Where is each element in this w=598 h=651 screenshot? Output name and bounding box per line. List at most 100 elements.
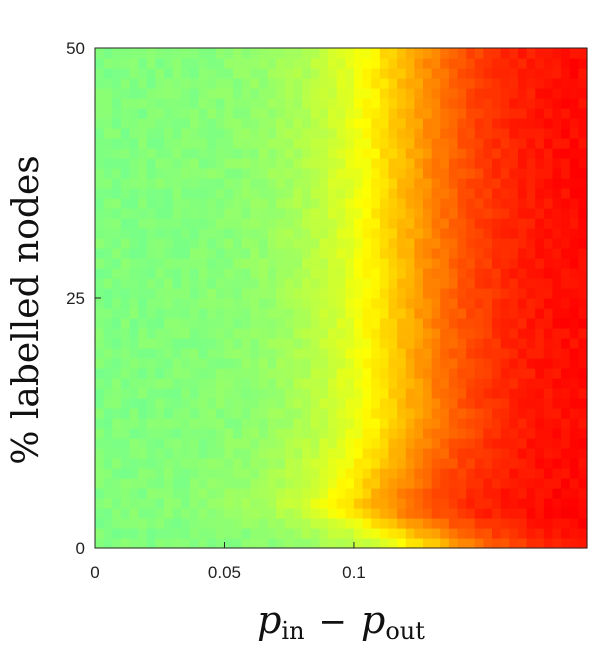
heatmap-cell: [388, 418, 398, 429]
heatmap-cell: [492, 118, 502, 129]
heatmap-cell: [509, 388, 519, 399]
heatmap-cell: [517, 278, 528, 289]
heatmap-cell: [241, 208, 251, 219]
heatmap-cell: [276, 388, 286, 399]
heatmap-cell: [120, 448, 131, 459]
heatmap-cell: [578, 358, 588, 369]
heatmap-cell: [112, 238, 122, 249]
heatmap-cell: [259, 168, 269, 179]
heatmap-cell: [129, 138, 139, 149]
heatmap-cell: [345, 518, 355, 529]
heatmap-cell: [207, 468, 217, 479]
heatmap-cell: [224, 58, 234, 69]
heatmap-cell: [371, 68, 381, 79]
heatmap-cell: [146, 198, 157, 209]
heatmap-cell: [362, 298, 372, 309]
heatmap-cell: [492, 228, 502, 239]
heatmap-cell: [276, 298, 286, 309]
heatmap-cell: [293, 168, 303, 179]
heatmap-cell: [535, 58, 545, 69]
heatmap-cell: [552, 528, 562, 539]
heatmap-cell: [181, 368, 191, 379]
heatmap-cell: [250, 148, 260, 159]
heatmap-cell: [569, 58, 579, 69]
heatmap-cell: [466, 268, 476, 279]
heatmap-cell: [362, 168, 372, 179]
heatmap-cell: [259, 368, 269, 379]
heatmap-cell: [189, 108, 200, 119]
heatmap-cell: [535, 478, 545, 489]
heatmap-cell: [284, 478, 295, 489]
heatmap-cell: [345, 88, 355, 99]
heatmap-cell: [284, 68, 295, 79]
heatmap-cell: [353, 128, 364, 139]
heatmap-cell: [284, 318, 295, 329]
heatmap-cell: [371, 398, 381, 409]
heatmap-cell: [328, 468, 338, 479]
heatmap-cell: [103, 118, 113, 129]
heatmap-cell: [259, 408, 269, 419]
heatmap-cell: [483, 438, 493, 449]
heatmap-cell: [250, 218, 260, 229]
heatmap-cell: [397, 318, 407, 329]
heatmap-cell: [120, 158, 131, 169]
heatmap-cell: [448, 408, 459, 419]
heatmap-cell: [164, 458, 174, 469]
heatmap-cell: [517, 418, 528, 429]
heatmap-cell: [362, 98, 372, 109]
heatmap-cell: [543, 78, 554, 89]
heatmap-cell: [483, 128, 493, 139]
heatmap-cell: [224, 468, 234, 479]
heatmap-cell: [120, 498, 131, 509]
heatmap-cell: [500, 368, 510, 379]
heatmap-cell: [155, 358, 165, 369]
heatmap-cell: [189, 98, 200, 109]
heatmap-cell: [302, 448, 312, 459]
heatmap-cell: [423, 478, 433, 489]
heatmap-cell: [129, 238, 139, 249]
heatmap-cell: [164, 58, 174, 69]
heatmap-cell: [457, 238, 467, 249]
heatmap-cell: [483, 408, 493, 419]
heatmap-cell: [103, 288, 113, 299]
heatmap-cell: [543, 108, 554, 119]
heatmap-cell: [431, 158, 441, 169]
heatmap-cell: [120, 188, 131, 199]
heatmap-cell: [103, 498, 113, 509]
heatmap-cell: [336, 108, 346, 119]
heatmap-cell: [103, 278, 113, 289]
heatmap-cell: [517, 508, 528, 519]
heatmap-cell: [353, 168, 364, 179]
heatmap-cell: [500, 98, 510, 109]
heatmap-cell: [129, 98, 139, 109]
heatmap-cell: [397, 448, 407, 459]
heatmap-cell: [561, 438, 571, 449]
heatmap-cell: [500, 288, 510, 299]
heatmap-cell: [164, 438, 174, 449]
heatmap-cell: [543, 248, 554, 259]
heatmap-cell: [483, 148, 493, 159]
heatmap-cell: [250, 388, 260, 399]
heatmap-cell: [259, 518, 269, 529]
heatmap-cell: [431, 468, 441, 479]
heatmap-cell: [509, 508, 519, 519]
heatmap-cell: [353, 338, 364, 349]
heatmap-cell: [397, 408, 407, 419]
heatmap-cell: [293, 368, 303, 379]
heatmap-cell: [103, 308, 113, 319]
heatmap-cell: [353, 288, 364, 299]
heatmap-cell: [215, 518, 226, 529]
heatmap-cell: [310, 188, 321, 199]
heatmap-cell: [561, 318, 571, 329]
heatmap-cell: [164, 348, 174, 359]
heatmap-cell: [138, 208, 148, 219]
heatmap-cell: [405, 368, 415, 379]
heatmap-cell: [198, 278, 208, 289]
heatmap-cell: [103, 258, 113, 269]
heatmap-cell: [250, 318, 260, 329]
heatmap-cell: [319, 488, 329, 499]
heatmap-cell: [233, 128, 243, 139]
heatmap-cell: [483, 488, 493, 499]
heatmap-cell: [284, 128, 295, 139]
heatmap-cell: [474, 348, 485, 359]
